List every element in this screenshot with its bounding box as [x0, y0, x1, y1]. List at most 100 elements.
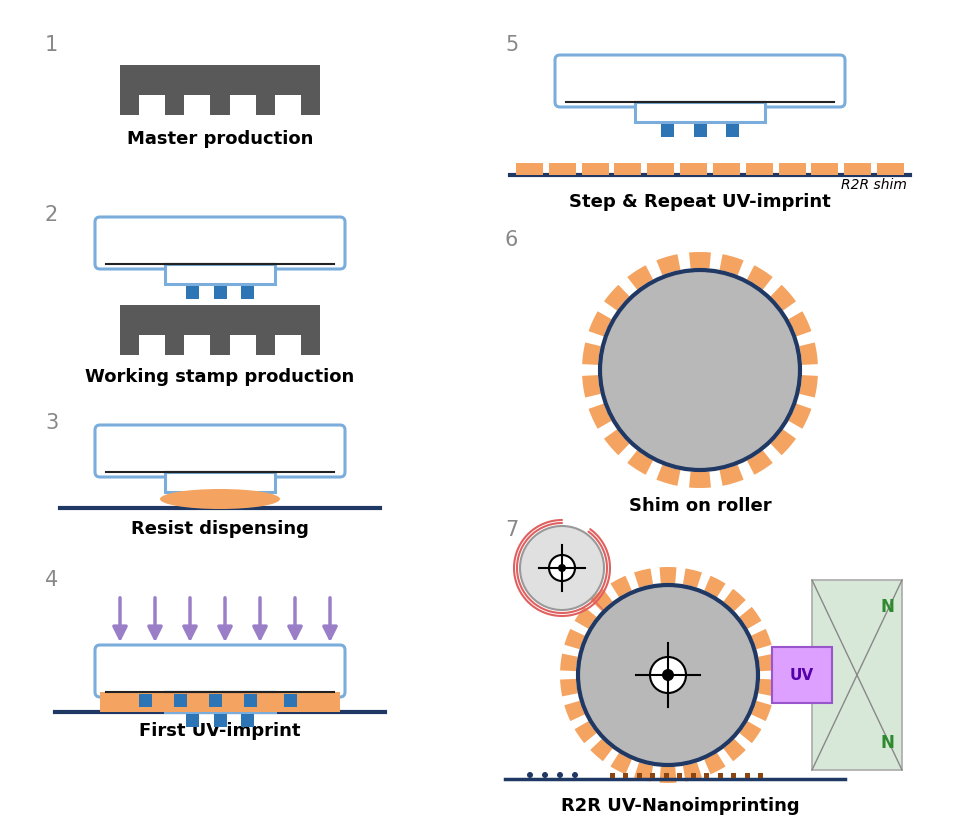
Polygon shape [611, 753, 632, 774]
Polygon shape [683, 569, 702, 587]
Bar [844, 163, 872, 175]
Polygon shape [705, 576, 726, 597]
Bar [713, 163, 740, 175]
Bar [693, 124, 707, 137]
Bar [811, 163, 838, 175]
Text: 3: 3 [45, 413, 59, 433]
FancyBboxPatch shape [555, 55, 845, 107]
Bar [229, 95, 255, 115]
Polygon shape [575, 722, 596, 743]
Polygon shape [771, 430, 796, 456]
Bar [705, 773, 709, 778]
Polygon shape [590, 739, 612, 761]
Bar [647, 163, 674, 175]
Polygon shape [582, 342, 601, 365]
Polygon shape [560, 654, 578, 671]
Bar [680, 163, 708, 175]
Polygon shape [564, 701, 585, 721]
Bar [139, 335, 165, 355]
Polygon shape [627, 265, 653, 289]
Text: R2R shim: R2R shim [841, 178, 907, 192]
Text: First UV-imprint: First UV-imprint [139, 722, 300, 740]
Bar [275, 95, 300, 115]
Bar [779, 163, 805, 175]
Polygon shape [604, 284, 630, 310]
Bar [120, 305, 320, 355]
Polygon shape [604, 430, 630, 456]
Polygon shape [627, 451, 653, 475]
Bar [275, 335, 300, 355]
Bar [677, 773, 683, 778]
Bar [877, 163, 904, 175]
Text: N: N [880, 598, 894, 616]
Polygon shape [751, 701, 772, 721]
Polygon shape [788, 404, 811, 429]
Bar [213, 494, 227, 507]
Circle shape [520, 526, 604, 610]
Text: UV: UV [790, 668, 814, 682]
Polygon shape [588, 404, 612, 429]
Polygon shape [739, 607, 761, 629]
Bar [284, 694, 297, 707]
Text: N: N [880, 734, 894, 752]
Circle shape [557, 772, 563, 778]
Polygon shape [588, 311, 612, 336]
Polygon shape [560, 679, 578, 696]
Bar [139, 95, 165, 115]
Bar [165, 692, 275, 712]
Bar [746, 163, 773, 175]
Bar [241, 286, 254, 299]
Polygon shape [747, 265, 773, 289]
Bar [745, 773, 750, 778]
Bar [718, 773, 723, 778]
Bar [186, 714, 199, 727]
Bar [186, 494, 199, 507]
Bar [165, 264, 275, 284]
Bar [229, 335, 255, 355]
Text: Shim on roller: Shim on roller [629, 497, 771, 515]
Bar [186, 286, 199, 299]
Polygon shape [799, 342, 818, 365]
Bar [184, 335, 210, 355]
Polygon shape [660, 567, 677, 583]
Circle shape [558, 564, 566, 572]
Circle shape [549, 555, 575, 581]
Polygon shape [657, 465, 681, 486]
Bar [726, 124, 739, 137]
Polygon shape [657, 254, 681, 275]
Bar [636, 773, 642, 778]
Bar [241, 714, 254, 727]
Circle shape [572, 772, 578, 778]
Bar [635, 102, 765, 122]
Bar [610, 773, 615, 778]
Polygon shape [751, 629, 772, 649]
Text: R2R UV-Nanoimprinting: R2R UV-Nanoimprinting [561, 797, 800, 815]
Polygon shape [634, 763, 653, 782]
Text: 1: 1 [45, 35, 59, 55]
Polygon shape [611, 576, 632, 597]
Bar [582, 163, 609, 175]
Circle shape [650, 657, 686, 693]
Polygon shape [747, 451, 773, 475]
Ellipse shape [160, 489, 280, 509]
Bar [772, 647, 832, 703]
Bar [812, 580, 902, 770]
Polygon shape [575, 607, 596, 629]
Bar [209, 694, 222, 707]
Bar [213, 286, 227, 299]
Polygon shape [758, 679, 776, 696]
Bar [623, 773, 629, 778]
Bar [614, 163, 641, 175]
Polygon shape [724, 589, 746, 611]
Circle shape [600, 270, 800, 470]
Text: 2: 2 [45, 205, 59, 225]
Polygon shape [720, 465, 744, 486]
Bar [549, 163, 576, 175]
Bar [213, 714, 227, 727]
Polygon shape [634, 569, 653, 587]
Text: Master production: Master production [127, 130, 313, 148]
Polygon shape [683, 763, 702, 782]
FancyBboxPatch shape [95, 425, 345, 477]
Polygon shape [705, 753, 726, 774]
Polygon shape [582, 375, 601, 398]
